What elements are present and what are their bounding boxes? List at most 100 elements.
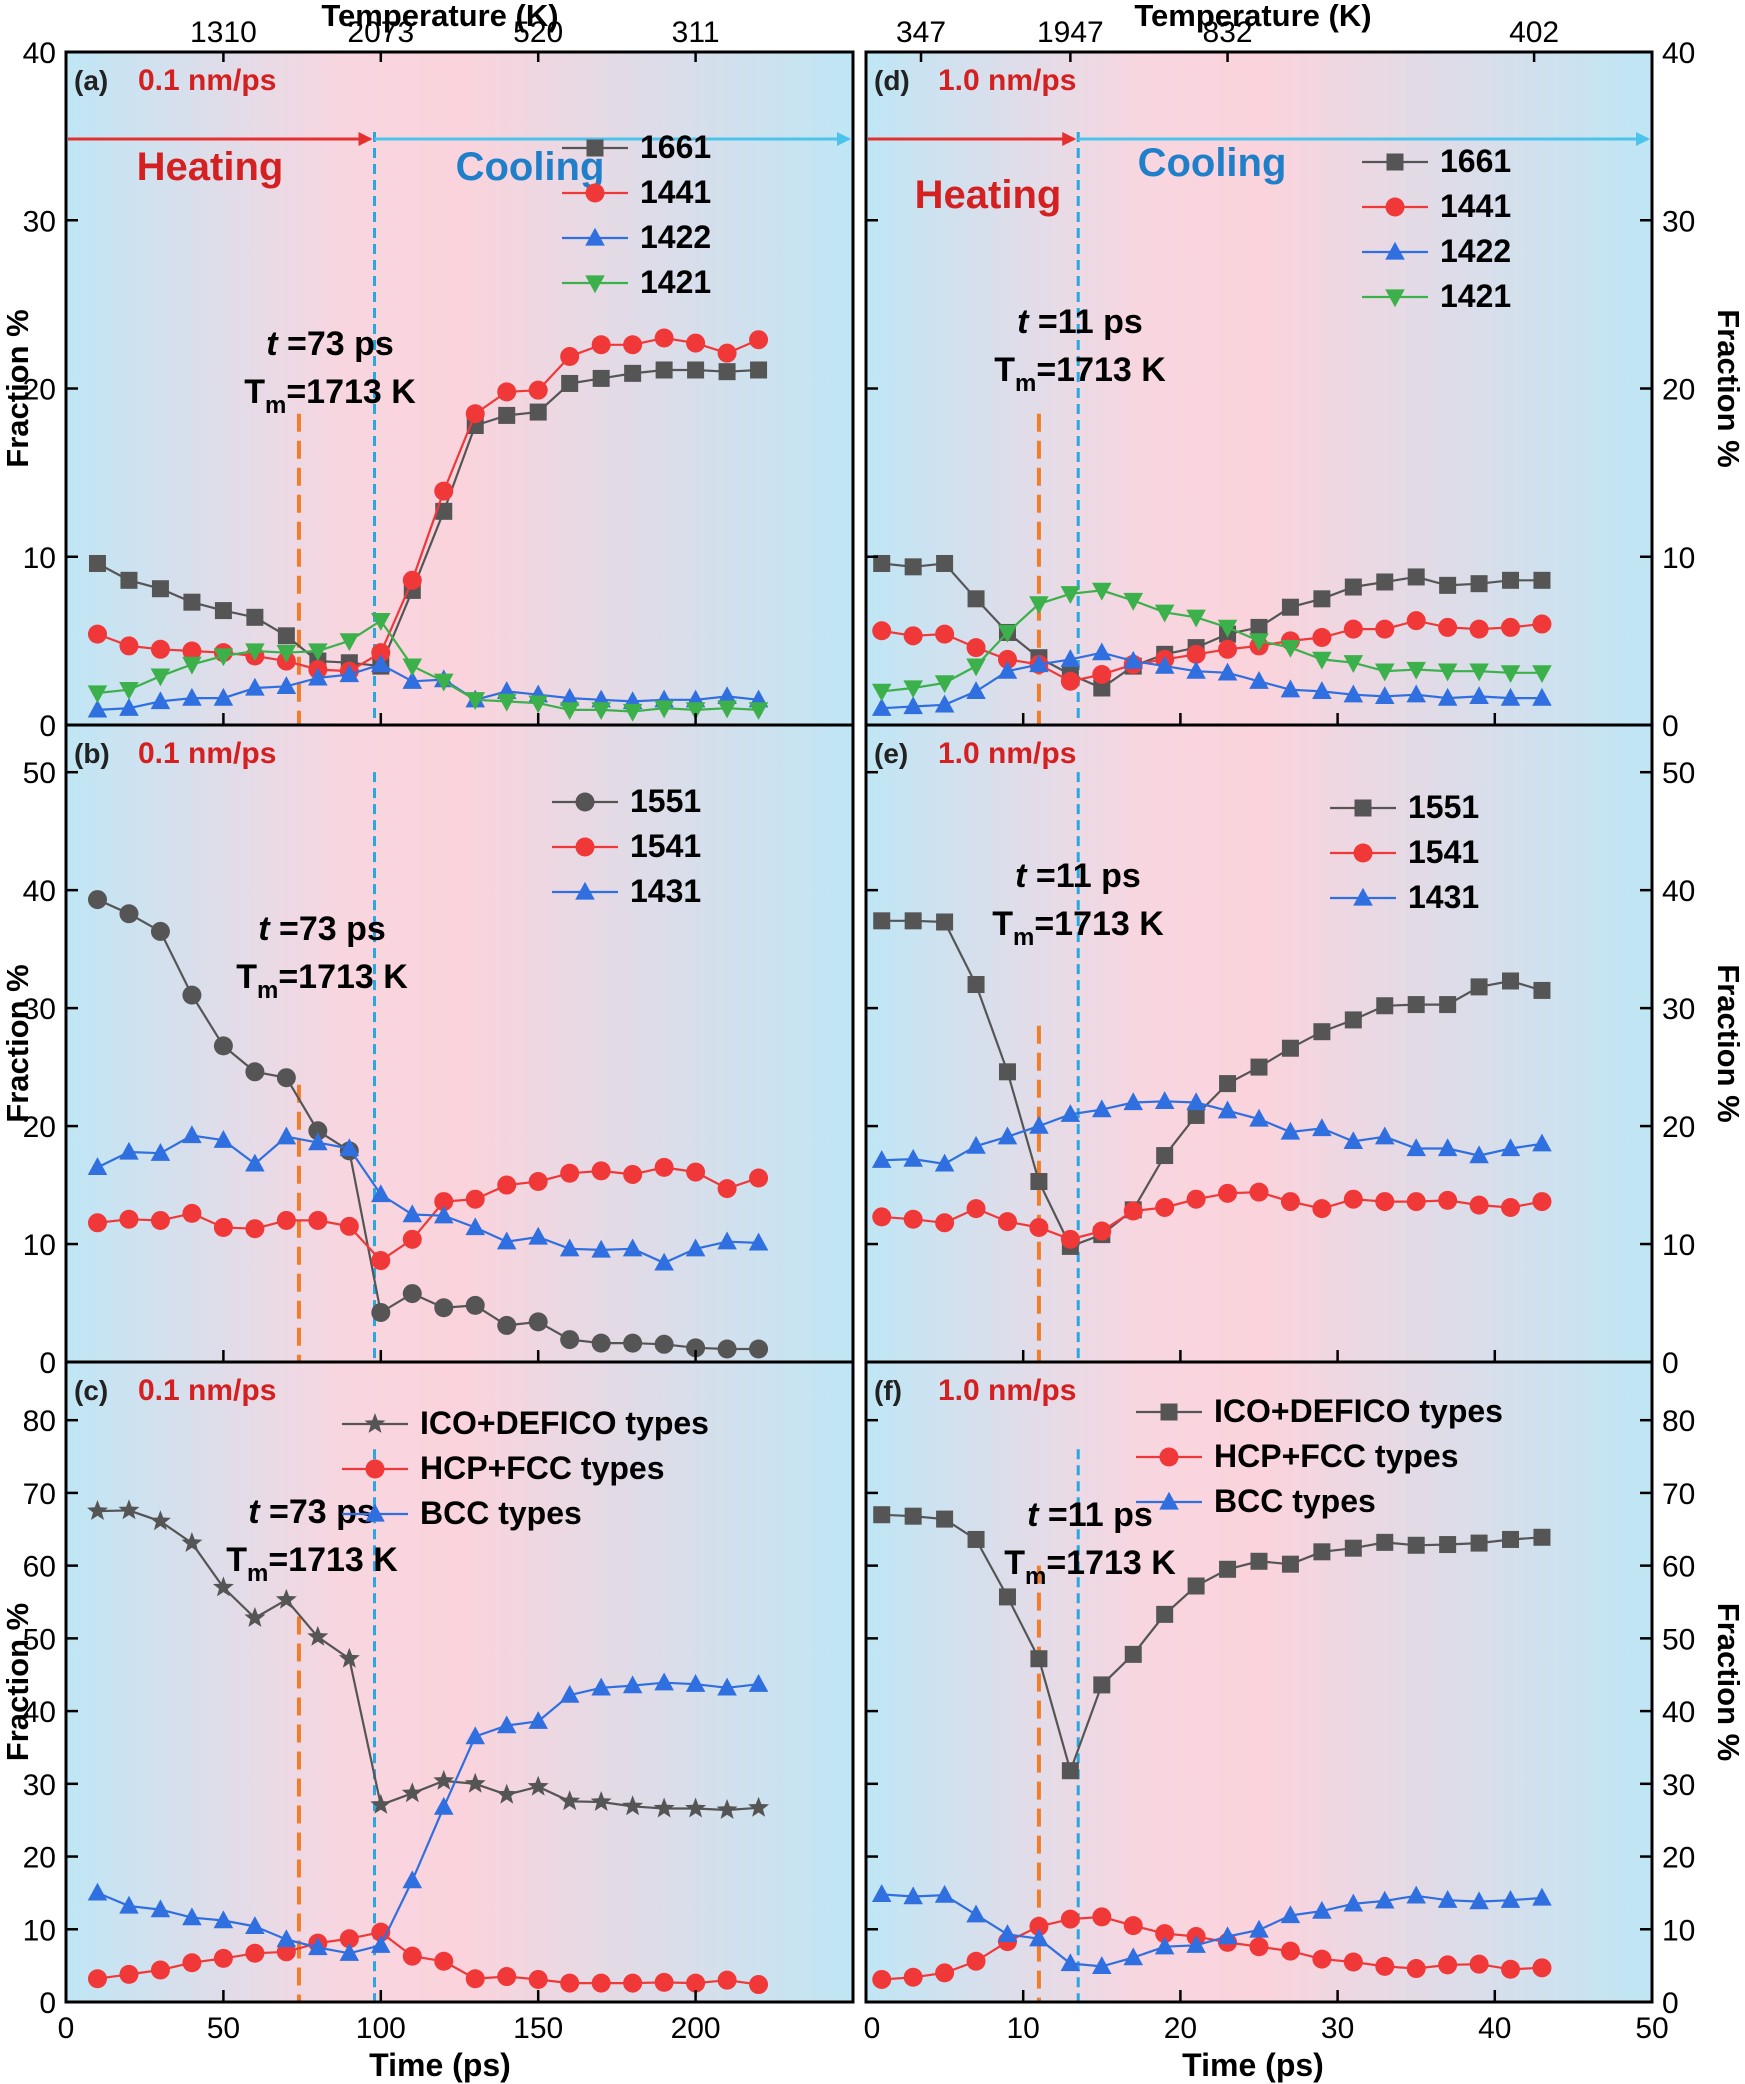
data-point bbox=[1533, 981, 1551, 999]
y-axis-title: Fraction % bbox=[0, 309, 35, 467]
data-point bbox=[1532, 665, 1552, 684]
melt-time-annotation: t =73 ps bbox=[266, 325, 394, 363]
data-point bbox=[465, 1189, 485, 1209]
y-tick-label: 0 bbox=[1662, 1347, 1679, 1380]
data-point bbox=[183, 593, 201, 611]
data-point bbox=[591, 702, 611, 721]
data-point bbox=[87, 890, 107, 910]
data-point bbox=[591, 1239, 611, 1258]
data-point bbox=[624, 364, 642, 382]
data-point bbox=[871, 1884, 892, 1903]
legend-marker bbox=[364, 1413, 386, 1433]
x-tick-label: 200 bbox=[671, 2012, 721, 2045]
x-axis: 10 20 30 40 50 bbox=[864, 1990, 1669, 2045]
melt-temperature-annotation: Tm=1713 K bbox=[994, 351, 1166, 397]
data-point bbox=[903, 1886, 923, 1905]
series-line bbox=[97, 898, 759, 1351]
data-point bbox=[277, 627, 295, 645]
panel-a: Heating Cooling 0 10 20 30 40 Fraction % 1310 207… bbox=[0, 16, 855, 743]
series-line bbox=[881, 562, 1542, 690]
data-point bbox=[119, 682, 139, 700]
melt-time-annotation: t =11 ps bbox=[1017, 303, 1143, 341]
melt-time-annotation: t =11 ps bbox=[1015, 857, 1141, 895]
data-point bbox=[465, 1726, 486, 1745]
data-point bbox=[1502, 571, 1520, 589]
data-point bbox=[1249, 1108, 1269, 1127]
data-point bbox=[87, 699, 108, 718]
data-point bbox=[497, 1315, 517, 1335]
data-point bbox=[1186, 609, 1206, 628]
data-point bbox=[1470, 1534, 1488, 1552]
data-point bbox=[213, 1130, 234, 1148]
y-tick-label: 10 bbox=[1662, 542, 1695, 575]
panel-background bbox=[66, 725, 853, 1362]
y-tick-label: 80 bbox=[23, 1405, 56, 1438]
x-tick-label: 100 bbox=[356, 2012, 406, 2045]
series-1441 bbox=[87, 328, 769, 681]
data-point bbox=[276, 1068, 296, 1088]
data-point bbox=[934, 675, 955, 694]
data-point bbox=[997, 649, 1017, 669]
legend-entry: 1541 bbox=[1408, 834, 1479, 870]
panel-background bbox=[866, 725, 1652, 1362]
panel-label: (e) bbox=[874, 738, 908, 769]
series-bcc-types bbox=[87, 1672, 769, 1961]
data-point bbox=[308, 1121, 328, 1141]
data-point bbox=[1343, 1893, 1364, 1912]
data-point bbox=[182, 687, 202, 706]
data-point bbox=[496, 1715, 517, 1734]
data-point bbox=[1092, 642, 1112, 661]
data-point bbox=[1438, 1190, 1458, 1210]
panel-label: (f) bbox=[874, 1375, 902, 1406]
data-point bbox=[434, 1951, 454, 1971]
data-point bbox=[1029, 1916, 1049, 1936]
data-point bbox=[1406, 1885, 1426, 1904]
x-tick-label: 20 bbox=[1164, 2012, 1197, 2045]
data-point bbox=[212, 1576, 234, 1597]
y-tick-label: 0 bbox=[1662, 710, 1679, 743]
data-point bbox=[623, 335, 643, 355]
data-point bbox=[654, 1672, 674, 1691]
data-point bbox=[560, 1163, 580, 1183]
y-axis: 0 10 20 30 40 50 60 70 80 bbox=[866, 1405, 1695, 2020]
data-point bbox=[150, 639, 170, 659]
panel-c: 0 10 20 30 40 50 60 70 80 Fraction % 0 50 100 150 200 (… bbox=[0, 1360, 855, 2045]
legend-entry: 1422 bbox=[1440, 233, 1511, 269]
legend-marker bbox=[1385, 241, 1405, 260]
data-point bbox=[498, 406, 516, 424]
data-point bbox=[1187, 1577, 1205, 1595]
x-axis: 1310 2073 520 311 bbox=[64, 16, 720, 725]
series-ico-defico-types bbox=[87, 1499, 770, 1819]
data-point bbox=[339, 664, 360, 683]
data-point bbox=[966, 1951, 986, 1971]
data-point bbox=[1154, 604, 1175, 623]
legend-marker bbox=[1385, 289, 1405, 308]
series-line bbox=[97, 1681, 759, 1955]
top-tick-label: 1310 bbox=[190, 16, 257, 49]
x-tick-label: 0 bbox=[58, 2012, 75, 2045]
data-point bbox=[1501, 1197, 1521, 1217]
data-point bbox=[997, 1126, 1018, 1145]
data-point bbox=[150, 668, 171, 687]
data-point bbox=[1437, 687, 1458, 706]
y-axis: 0 10 20 30 40 bbox=[23, 37, 78, 743]
data-point bbox=[150, 921, 170, 941]
data-point bbox=[717, 1179, 737, 1199]
data-point bbox=[871, 697, 892, 716]
data-point bbox=[873, 1506, 891, 1524]
data-point bbox=[1218, 1183, 1238, 1203]
data-point bbox=[748, 1673, 769, 1692]
data-point bbox=[1376, 573, 1394, 591]
data-point bbox=[246, 608, 264, 626]
data-point bbox=[1437, 663, 1458, 682]
panel-d: Heating Cooling 0 10 20 30 40 Fraction % 347 1947… bbox=[864, 16, 1745, 743]
data-point bbox=[591, 1973, 611, 1993]
data-point bbox=[1437, 1138, 1458, 1157]
data-point bbox=[1154, 1091, 1175, 1109]
data-point bbox=[1533, 571, 1551, 589]
data-point bbox=[465, 404, 485, 424]
data-point bbox=[591, 1677, 611, 1696]
data-point bbox=[402, 1284, 422, 1304]
data-point bbox=[245, 1153, 265, 1172]
data-point bbox=[748, 1796, 770, 1817]
